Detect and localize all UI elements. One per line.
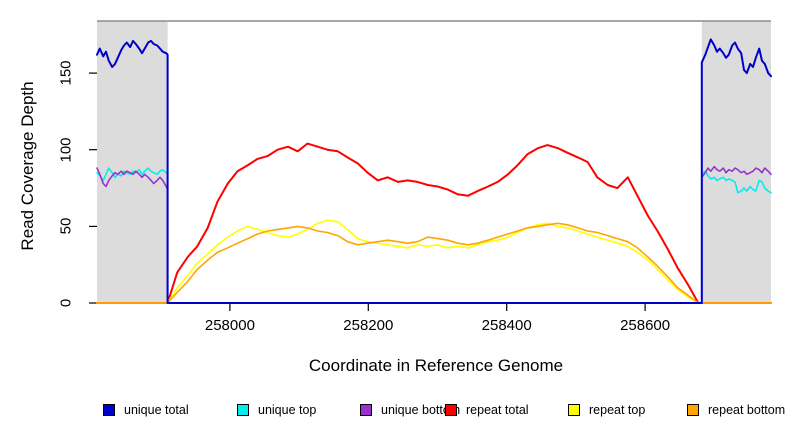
legend-label: repeat total	[466, 403, 529, 417]
x-tick-label: 258000	[204, 317, 255, 334]
legend-item-unique-bottom: unique bottom	[360, 400, 460, 420]
legend-label: repeat bottom	[708, 403, 786, 417]
legend-swatch-icon	[103, 404, 115, 416]
series-line-unique-total	[96, 38, 772, 304]
legend-swatch-icon	[445, 404, 457, 416]
legend-label: repeat top	[589, 403, 646, 417]
legend-label: unique top	[258, 403, 317, 417]
legend-swatch-icon	[687, 404, 699, 416]
y-tick-label: 100	[57, 137, 75, 163]
y-tick-label: 0	[57, 298, 75, 308]
x-tick-label: 258200	[343, 317, 394, 334]
series-line-repeat-bottom	[96, 222, 772, 304]
legend-item-unique-top: unique top	[237, 400, 316, 420]
legend-label: unique total	[124, 403, 189, 417]
legend-item-repeat-total: repeat total	[445, 400, 529, 420]
y-tick-label: 50	[57, 218, 75, 235]
legend-item-unique-total: unique total	[103, 400, 189, 420]
legend: unique total unique top unique bottom repea…	[0, 400, 792, 420]
series-line-repeat-top	[96, 219, 772, 304]
legend-swatch-icon	[360, 404, 372, 416]
legend-item-repeat-top: repeat top	[568, 400, 645, 420]
shaded-region-left	[97, 21, 168, 303]
legend-swatch-icon	[568, 404, 580, 416]
x-tick-label: 258600	[620, 317, 671, 334]
y-tick-label: 150	[57, 60, 75, 86]
x-axis-title: Coordinate in Reference Genome	[308, 356, 564, 375]
x-tick-label: 258400	[481, 317, 532, 334]
legend-label: unique bottom	[381, 403, 461, 417]
legend-swatch-icon	[237, 404, 249, 416]
series-line-repeat-total	[96, 142, 772, 304]
y-axis-title: Read Coverage Depth	[18, 81, 37, 251]
shaded-region-right	[701, 21, 771, 303]
legend-item-repeat-bottom: repeat bottom	[687, 400, 785, 420]
